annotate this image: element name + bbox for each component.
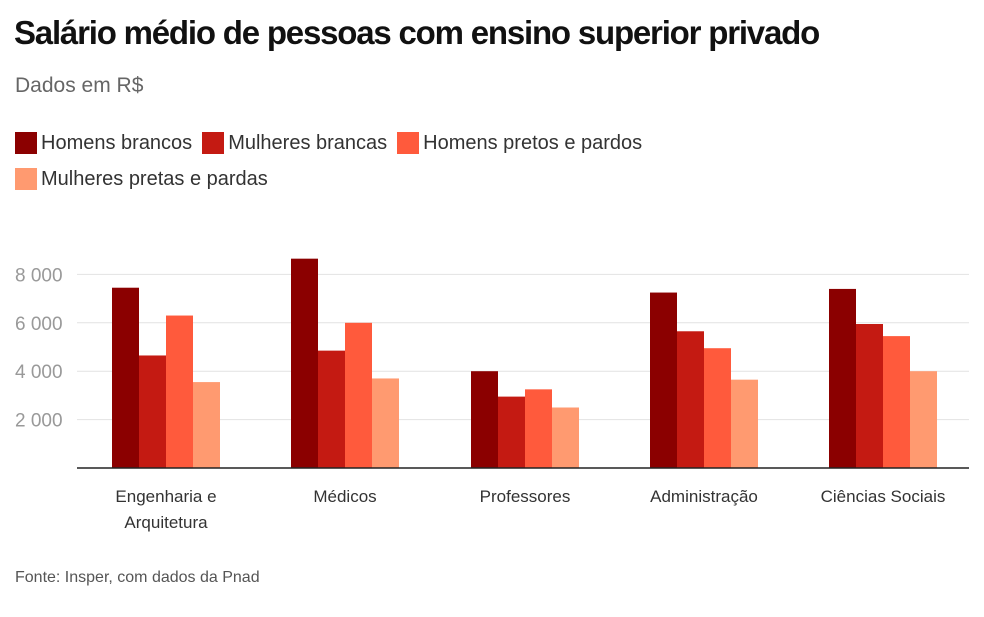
bar [139,355,166,468]
bar [883,336,910,468]
bar [318,350,345,468]
bar [650,292,677,468]
legend-label: Homens pretos e pardos [423,131,643,154]
bar [552,407,579,468]
bar [498,396,525,468]
bar [856,324,883,468]
legend: Homens brancos Mulheres brancas Homens pre… [15,132,735,190]
bar [193,382,220,468]
x-tick-label: Administração [650,487,758,506]
bar [112,287,139,468]
bar [291,258,318,468]
y-tick-label: 8 000 [15,265,63,286]
bar [471,371,498,468]
y-tick-label: 4 000 [15,362,63,383]
bar [372,378,399,468]
x-tick-label: Engenharia e [115,487,216,506]
legend-label: Mulheres brancas [228,131,388,154]
chart-title: Salário médio de pessoas com ensino supe… [14,14,820,51]
legend-swatch [202,132,225,154]
bar [677,331,704,468]
legend-item: Homens brancos [15,132,192,154]
bar [731,379,758,468]
legend-item: Mulheres brancas [202,132,387,154]
legend-swatch [397,132,420,154]
bar [345,322,372,468]
legend-swatch [15,132,37,154]
x-tick-label: Professores [480,487,571,506]
legend-item: Mulheres pretas e pardas [15,168,268,190]
bar [829,288,856,468]
x-tick-label: Ciências Sociais [821,487,946,506]
legend-label: Homens brancos [41,131,193,154]
bar [525,389,552,468]
bar [704,348,731,468]
bar [910,371,937,468]
bar [166,315,193,468]
x-tick-label: Médicos [313,487,376,506]
x-tick-label: Arquitetura [124,513,208,532]
legend-item: Homens pretos e pardos [397,132,642,154]
y-tick-label: 6 000 [15,314,63,335]
legend-swatch [15,168,37,190]
source-note: Fonte: Insper, com dados da Pnad [15,569,260,586]
y-tick-label: 2 000 [15,411,63,432]
chart-subtitle: Dados em R$ [15,74,144,97]
legend-label: Mulheres pretas e pardas [41,167,268,190]
